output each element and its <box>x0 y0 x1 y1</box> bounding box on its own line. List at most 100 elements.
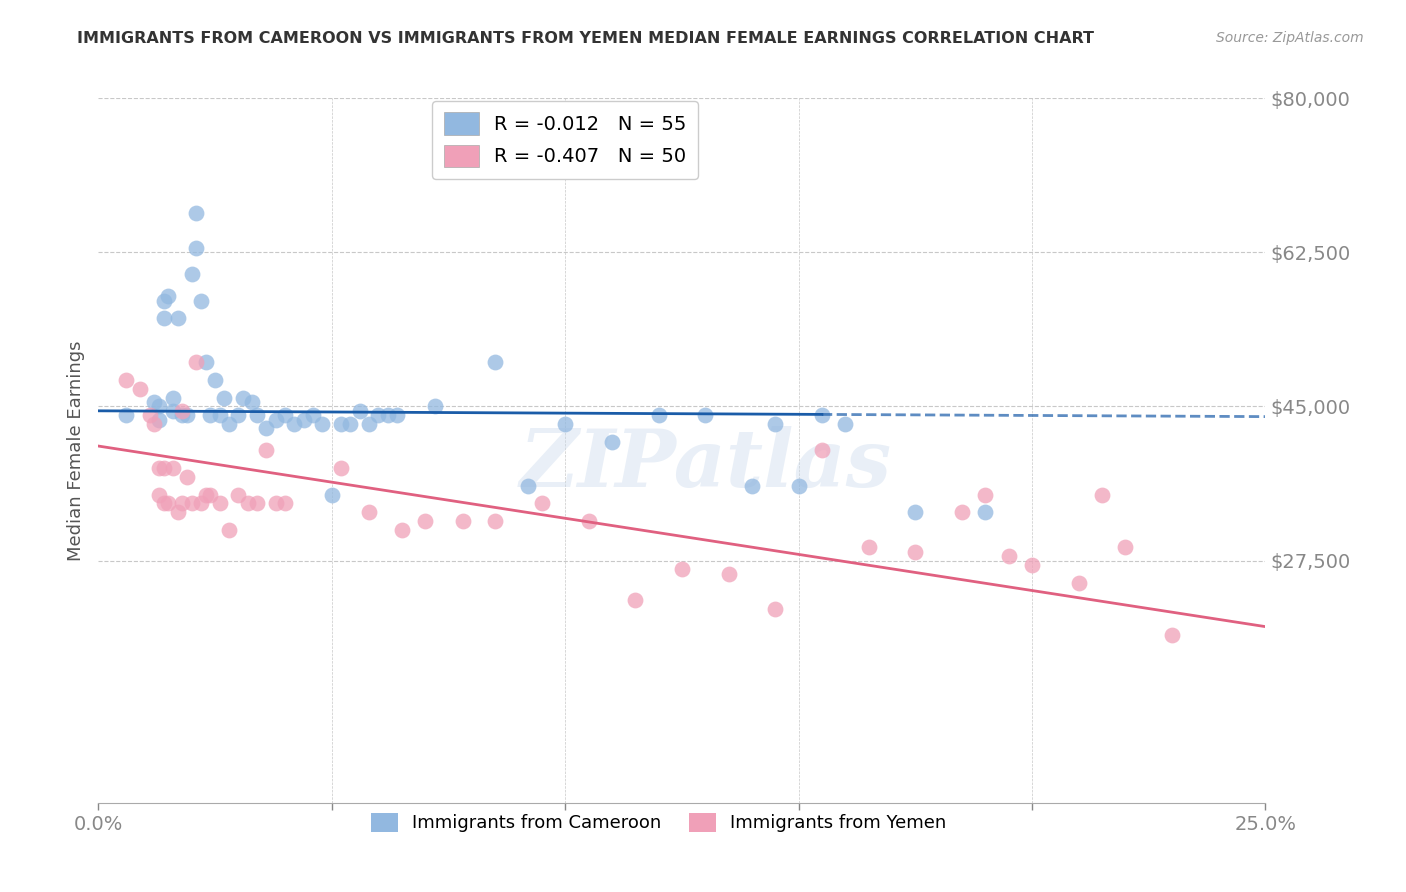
Point <box>264 496 287 510</box>
Point <box>162 461 184 475</box>
Point <box>385 409 408 423</box>
Point <box>246 496 269 510</box>
Point <box>115 373 138 387</box>
Point <box>359 505 381 519</box>
Point <box>530 496 553 510</box>
Point <box>256 443 278 458</box>
Point <box>554 417 576 431</box>
Point <box>172 404 194 418</box>
Point <box>834 417 856 431</box>
Point <box>115 409 138 423</box>
Point <box>236 496 259 510</box>
Point <box>148 461 170 475</box>
Point <box>139 409 162 423</box>
Point <box>302 409 325 423</box>
Point <box>578 514 600 528</box>
Point <box>484 514 506 528</box>
Point <box>143 417 166 431</box>
Point <box>152 461 174 475</box>
Point <box>904 505 927 519</box>
Point <box>162 404 184 418</box>
Point <box>148 412 170 426</box>
Point <box>367 409 389 423</box>
Point <box>228 487 250 501</box>
Point <box>194 355 217 369</box>
Point <box>950 505 973 519</box>
Point <box>451 514 474 528</box>
Point <box>166 505 188 519</box>
Point <box>166 311 188 326</box>
Point <box>1091 487 1114 501</box>
Point <box>214 391 236 405</box>
Point <box>176 409 198 423</box>
Point <box>162 391 184 405</box>
Point <box>763 602 786 616</box>
Point <box>377 409 399 423</box>
Text: ZIPatlas: ZIPatlas <box>519 425 891 503</box>
Point <box>695 409 717 423</box>
Point <box>1067 575 1090 590</box>
Point <box>200 487 222 501</box>
Point <box>157 289 180 303</box>
Point <box>413 514 436 528</box>
Point <box>148 487 170 501</box>
Point <box>186 355 208 369</box>
Legend: Immigrants from Cameroon, Immigrants from Yemen: Immigrants from Cameroon, Immigrants fro… <box>364 805 953 839</box>
Point <box>180 496 202 510</box>
Point <box>624 593 647 607</box>
Point <box>1161 628 1184 642</box>
Point <box>242 395 264 409</box>
Point <box>264 412 287 426</box>
Point <box>208 409 231 423</box>
Point <box>741 478 763 492</box>
Point <box>157 496 180 510</box>
Point <box>200 409 222 423</box>
Point <box>186 205 208 219</box>
Point <box>256 421 278 435</box>
Point <box>330 417 353 431</box>
Point <box>190 293 212 308</box>
Point <box>858 541 880 555</box>
Point <box>172 496 194 510</box>
Point <box>228 409 250 423</box>
Point <box>274 409 297 423</box>
Point <box>516 478 538 492</box>
Point <box>143 395 166 409</box>
Point <box>311 417 333 431</box>
Point <box>218 523 240 537</box>
Point <box>172 409 194 423</box>
Point <box>974 487 997 501</box>
Point <box>997 549 1019 564</box>
Point <box>339 417 361 431</box>
Point <box>717 566 740 581</box>
Point <box>152 293 174 308</box>
Text: Source: ZipAtlas.com: Source: ZipAtlas.com <box>1216 31 1364 45</box>
Point <box>904 545 927 559</box>
Point <box>204 373 226 387</box>
Point <box>152 311 174 326</box>
Point <box>763 417 786 431</box>
Point <box>176 470 198 484</box>
Point <box>974 505 997 519</box>
Point <box>274 496 297 510</box>
Text: IMMIGRANTS FROM CAMEROON VS IMMIGRANTS FROM YEMEN MEDIAN FEMALE EARNINGS CORRELA: IMMIGRANTS FROM CAMEROON VS IMMIGRANTS F… <box>77 31 1094 46</box>
Point <box>391 523 413 537</box>
Point <box>811 409 834 423</box>
Point <box>283 417 305 431</box>
Point <box>1114 541 1136 555</box>
Point <box>811 443 834 458</box>
Point <box>180 268 202 282</box>
Point <box>330 461 353 475</box>
Point <box>208 496 231 510</box>
Point <box>647 409 669 423</box>
Point <box>349 404 371 418</box>
Point <box>218 417 240 431</box>
Point <box>129 382 152 396</box>
Y-axis label: Median Female Earnings: Median Female Earnings <box>66 340 84 561</box>
Point <box>671 562 693 576</box>
Point <box>190 496 212 510</box>
Point <box>359 417 381 431</box>
Point <box>246 409 269 423</box>
Point <box>423 400 446 414</box>
Point <box>148 400 170 414</box>
